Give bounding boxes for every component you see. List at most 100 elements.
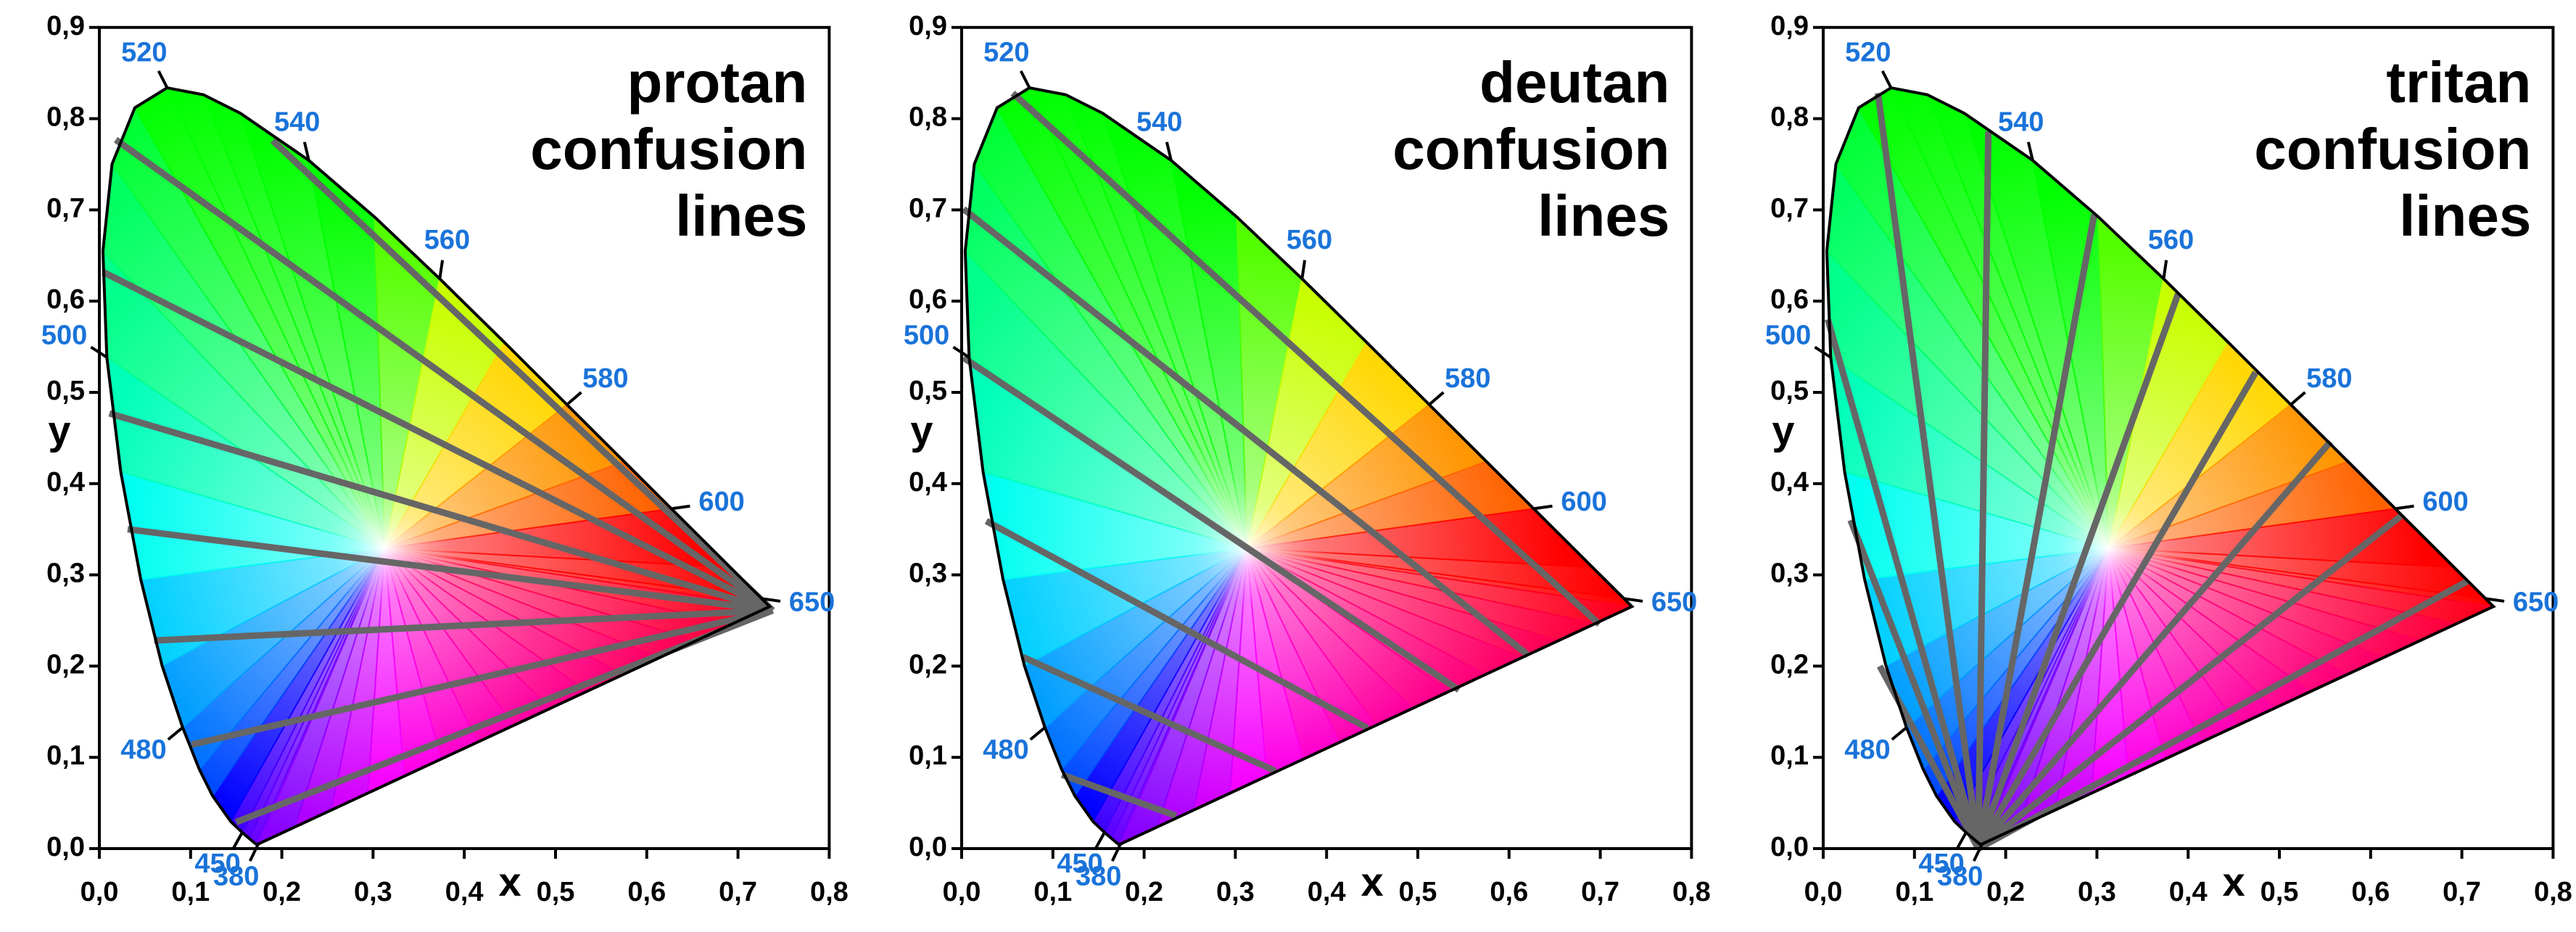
x-tick-label: 0,2 (1125, 877, 1163, 907)
chart-title: tritan confusion lines (2254, 50, 2532, 248)
x-tick-label: 0,6 (2351, 877, 2390, 907)
wavelength-label: 650 (1651, 587, 1697, 618)
x-tick-label: 0,4 (1308, 877, 1346, 907)
y-tick-label: 0,3 (46, 558, 85, 589)
x-tick-label: 0,1 (171, 877, 210, 907)
chart-title: protan confusion lines (530, 50, 808, 248)
y-tick-label: 0,9 (1770, 11, 1809, 41)
y-axis-label: y (1772, 407, 1794, 453)
confusion-line (1976, 512, 2405, 851)
y-axis-label: y (910, 407, 933, 453)
confusion-line (1975, 213, 2098, 849)
wavelength-tick (2290, 391, 2306, 406)
wavelength-tick (1300, 260, 1307, 279)
x-tick-label: 0,5 (2261, 877, 2299, 907)
x-tick-label: 0,3 (1216, 877, 1255, 907)
wavelength-tick (248, 843, 260, 862)
wavelength-tick (1881, 70, 1893, 88)
x-tick-label: 0,2 (263, 877, 301, 907)
wavelength-label: 480 (120, 735, 166, 765)
wavelength-label: 500 (904, 320, 949, 350)
y-tick-label: 0,4 (46, 467, 85, 498)
wavelength-label: 380 (1937, 862, 1983, 892)
confusion-line (108, 410, 774, 614)
wavelength-tick (157, 70, 169, 88)
confusion-line (1060, 771, 1178, 819)
y-tick-label: 0,1 (909, 741, 947, 771)
wavelength-tick (1029, 726, 1046, 741)
wavelength-tick (2026, 141, 2034, 161)
y-tick-label: 0,9 (46, 11, 85, 41)
confusion-line (114, 136, 775, 614)
confusion-line (962, 355, 1461, 693)
y-tick-label: 0,4 (909, 467, 947, 498)
wavelength-label: 520 (1845, 38, 1891, 68)
x-tick-label: 0,3 (354, 877, 392, 907)
wavelength-label: 380 (213, 862, 259, 892)
confusion-line (1824, 318, 1982, 850)
confusion-line (1010, 91, 1602, 627)
wavelength-tick (167, 726, 184, 741)
y-tick-label: 0,3 (1770, 558, 1809, 589)
wavelength-tick (671, 504, 690, 511)
wavelength-label: 540 (274, 107, 320, 138)
x-tick-label: 0,6 (1490, 877, 1528, 907)
y-tick-label: 0,5 (46, 376, 85, 406)
x-tick-label: 0,1 (1895, 877, 1933, 907)
y-tick-label: 0,4 (1770, 467, 1809, 498)
wavelength-label: 580 (1445, 363, 1490, 394)
x-tick-label: 0,2 (1986, 877, 2025, 907)
wavelength-tick (302, 141, 310, 161)
y-tick-label: 0,1 (1770, 741, 1809, 771)
x-tick-label: 0,5 (1399, 877, 1437, 907)
wavelength-tick (1428, 391, 1445, 406)
wavelength-label: 540 (1998, 107, 2044, 138)
wavelength-tick (1624, 597, 1643, 603)
x-tick-label: 0,4 (2169, 877, 2208, 907)
y-tick-label: 0,5 (1770, 376, 1809, 406)
y-tick-label: 0,7 (46, 193, 85, 223)
y-tick-label: 0,2 (909, 649, 947, 680)
wavelength-tick (90, 345, 108, 359)
y-tick-label: 0,6 (46, 284, 85, 315)
wavelength-label: 520 (121, 38, 167, 68)
x-tick-label: 0,7 (1581, 877, 1619, 907)
y-tick-label: 0,5 (909, 376, 947, 406)
wavelength-label: 560 (2148, 225, 2194, 255)
x-tick-label: 0,0 (80, 877, 119, 907)
x-tick-label: 0,4 (445, 877, 484, 907)
confusion-line (961, 206, 1531, 658)
confusion-line (102, 268, 775, 614)
wavelength-tick (1955, 831, 1968, 850)
wavelength-tick (1165, 141, 1173, 161)
wavelength-label: 520 (983, 38, 1029, 68)
x-axis-label: x (2223, 859, 2245, 904)
wavelength-tick (438, 260, 445, 279)
confusion-line (984, 518, 1369, 731)
x-tick-label: 0,1 (1033, 877, 1072, 907)
confusion-line (1976, 439, 2333, 851)
y-tick-label: 0,8 (909, 102, 947, 133)
y-tick-label: 0,7 (909, 193, 947, 223)
x-tick-label: 0,7 (2443, 877, 2481, 907)
x-tick-label: 0,0 (943, 877, 981, 907)
confusion-line (1975, 292, 2181, 850)
confusion-line (1975, 131, 1992, 849)
confusion-line (154, 607, 773, 644)
wavelength-label: 560 (424, 225, 470, 255)
x-axis-label: x (499, 859, 521, 904)
x-tick-label: 0,8 (1672, 877, 1711, 907)
wavelength-tick (952, 345, 970, 359)
wavelength-tick (566, 391, 582, 406)
x-tick-label: 0,0 (1804, 877, 1843, 907)
wavelength-tick (2395, 504, 2414, 511)
x-tick-label: 0,7 (719, 877, 757, 907)
wavelength-label: 450 (194, 849, 240, 879)
wavelength-tick (1891, 726, 1908, 741)
confusion-line (1875, 92, 1982, 849)
y-tick-label: 0,2 (46, 649, 85, 680)
wavelength-label: 600 (2422, 487, 2468, 517)
x-tick-label: 0,8 (810, 877, 849, 907)
